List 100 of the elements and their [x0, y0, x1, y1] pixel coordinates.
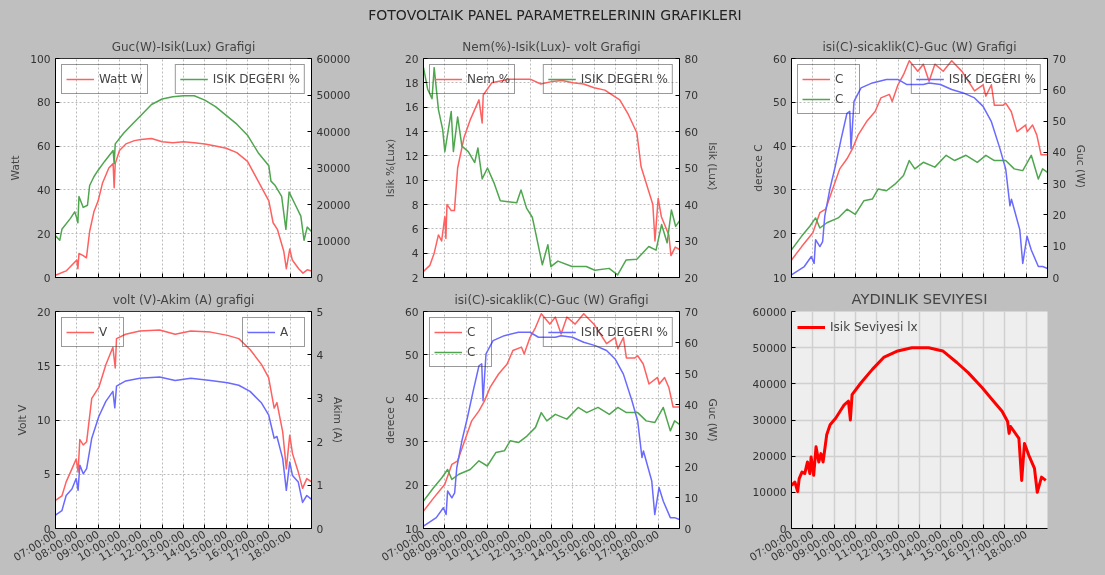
y2-tick-label: 10: [684, 491, 699, 505]
y-tick-label: 80: [36, 96, 51, 110]
y-tick-label: 10: [772, 271, 787, 285]
legend-label: V: [99, 325, 109, 339]
chart-title: Guc(W)-Isik(Lux) Grafigi: [111, 39, 256, 54]
y-tick-label: 100: [30, 52, 51, 66]
y-tick-label: 50000: [752, 341, 787, 355]
y2-tick-label: 0: [1052, 271, 1060, 285]
y-tick-label: 10: [404, 174, 419, 188]
y-tick-label: 60: [772, 52, 787, 66]
y-tick-label: 14: [404, 125, 419, 139]
y2-tick-label: 60: [684, 336, 699, 350]
chart-title: isi(C)-sicaklik(C)-Guc (W) Grafigi: [822, 39, 1017, 54]
legend-label: ISIK DEGERI %: [212, 72, 300, 86]
chart-title: Nem(%)-Isik(Lux)- volt Grafigi: [462, 39, 641, 54]
y-tick-label: 60: [36, 140, 51, 154]
y-tick-label: 60000: [752, 305, 787, 319]
y-tick-label: 18: [404, 76, 419, 90]
y2-tick-label: 4: [316, 348, 324, 362]
legend-label: Watt W: [99, 72, 143, 86]
y2-axis-title: Isik (Lux): [706, 142, 720, 191]
y-axis-title: derece C: [383, 396, 397, 444]
y2-tick-label: 10: [1052, 240, 1067, 254]
y2-axis-title: Guc (W): [1074, 144, 1088, 188]
y-tick-label: 30: [404, 435, 419, 449]
legend-label: A: [280, 325, 290, 339]
y-tick-label: 40: [36, 183, 51, 197]
y2-axis-title: Akim (A): [331, 397, 345, 443]
y-tick-label: 0: [43, 271, 51, 285]
y2-tick-label: 70: [684, 305, 699, 319]
y-tick-label: 4: [411, 247, 419, 261]
y2-tick-label: 0: [684, 522, 692, 536]
line-series: [423, 312, 680, 512]
y2-tick-label: 50: [1052, 115, 1067, 129]
y2-tick-label: 20000: [316, 198, 351, 212]
legend-label: ISIK DEGERI %: [580, 72, 668, 86]
y2-tick-label: 50: [684, 162, 699, 175]
y2-tick-label: 40000: [316, 125, 351, 139]
y2-tick-label: 20: [684, 271, 699, 285]
line-series: [55, 329, 312, 502]
y-tick-label: 40: [404, 392, 419, 406]
y2-tick-label: 80: [684, 52, 699, 66]
y2-tick-label: 3: [316, 392, 324, 406]
y-axis-title: derece C: [751, 144, 765, 192]
legend-label: C: [835, 72, 845, 86]
y-tick-label: 40: [772, 140, 787, 154]
y-tick-label: 5: [43, 468, 51, 482]
y-tick-label: 2: [411, 271, 419, 285]
y2-tick-label: 60: [1052, 83, 1067, 97]
y2-tick-label: 2: [316, 435, 324, 449]
y2-tick-label: 60000: [316, 52, 351, 66]
y2-tick-label: 30000: [316, 162, 351, 175]
y-tick-label: 30: [772, 183, 787, 197]
y-tick-label: 60: [404, 305, 419, 319]
y2-tick-label: 30: [684, 235, 699, 248]
line-series: [791, 154, 1048, 251]
y2-tick-label: 70: [684, 89, 699, 102]
y-tick-label: 40000: [752, 377, 787, 391]
y-tick-label: 16: [404, 101, 419, 115]
text: FOTOVOLTAIK PANEL PARAMETRELERININ GRAFIKLERI: [368, 6, 742, 25]
y-tick-label: 50: [772, 96, 787, 110]
y-tick-label: 10: [36, 414, 51, 427]
y2-axis-title: Guc (W): [706, 398, 720, 442]
y2-tick-label: 30: [1052, 177, 1067, 191]
y-tick-label: 8: [411, 198, 419, 212]
y2-tick-label: 50: [684, 367, 699, 381]
y-tick-label: 20000: [752, 450, 787, 464]
y2-tick-label: 50000: [316, 89, 351, 102]
y2-tick-label: 20: [1052, 208, 1067, 222]
y-axis-title: Volt V: [15, 403, 29, 436]
y2-tick-label: 60: [684, 125, 699, 139]
y-tick-label: 20: [404, 52, 419, 66]
chart-title: isi(C)-sicaklik(C)-Guc (W) Grafigi: [454, 292, 649, 307]
chart-title: AYDINLIK SEVIYESI: [851, 289, 988, 307]
y-tick-label: 50: [404, 348, 419, 362]
y-axis-title: Isik %(Lux): [383, 138, 397, 198]
y2-tick-label: 5: [316, 305, 324, 319]
y-axis-title: Watt: [9, 155, 23, 181]
y2-tick-label: 1: [316, 479, 324, 493]
y-tick-label: 10000: [752, 486, 787, 500]
y-tick-label: 15: [36, 359, 51, 373]
y-tick-label: 20: [36, 227, 51, 241]
legend-label: C: [835, 92, 845, 106]
y2-tick-label: 40: [684, 398, 699, 412]
y2-tick-label: 0: [316, 271, 324, 285]
y2-tick-label: 40: [684, 198, 699, 212]
line-series: [55, 94, 312, 242]
y2-tick-label: 40: [1052, 146, 1067, 160]
y-tick-label: 12: [404, 149, 419, 163]
y2-tick-label: 10000: [316, 235, 351, 248]
y2-tick-label: 20: [684, 460, 699, 474]
y-tick-label: 20: [772, 227, 787, 241]
line-series: [791, 59, 1048, 261]
line-series: [55, 376, 312, 516]
y2-tick-label: 30: [684, 429, 699, 443]
y-tick-label: 20: [404, 479, 419, 493]
legend-label: Isik Seviyesi lx: [830, 320, 918, 334]
y-tick-label: 6: [411, 222, 419, 236]
legend-label: C: [467, 345, 477, 359]
line-series: [423, 406, 680, 502]
